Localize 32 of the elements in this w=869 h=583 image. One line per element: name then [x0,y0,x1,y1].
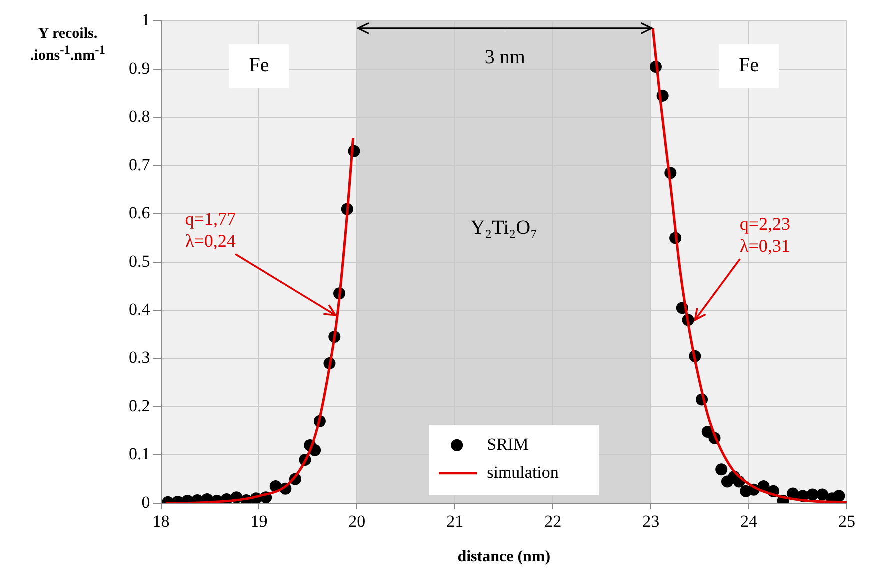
x-axis-title: distance (nm) [458,548,551,566]
y-tick-label: 0.9 [129,58,150,78]
x-tick-label: 23 [642,512,660,532]
legend-label: simulation [487,462,560,482]
x-tick-label: 25 [838,512,856,532]
x-tick-label: 20 [348,512,366,532]
band-label: Fe [739,54,760,76]
y-tick-label: 0.3 [129,348,150,368]
y-tick-label: 0.8 [129,107,150,126]
legend-label: SRIM [487,434,529,454]
y-tick-label: 1 [142,10,150,30]
y-tick-label: 0.6 [129,204,150,223]
y-axis-title: Y recoils. .ions$^{-1}$.nm$^{-1}$ [29,26,107,65]
y-tick-label: 0.7 [129,155,151,174]
band-label: Y₂Ti₂O₇ [470,216,538,239]
y-tick-label: 0.4 [129,300,151,319]
annotation: 3 nm [484,46,526,69]
point [716,464,728,476]
y-tick-label: 0 [142,492,150,512]
y-tick-label: 0.1 [129,444,150,464]
x-tick-label: 22 [544,512,562,532]
x-tick-label: 19 [250,512,268,532]
band-label: Fe [249,54,270,76]
annotation: q=2,23 λ=0,31 [740,214,790,256]
annotation: q=1,77 λ=0,24 [185,209,236,252]
point [833,490,846,502]
x-tick-label: 21 [446,512,464,532]
y-tick-label: 0.2 [129,396,150,416]
x-tick-label: 18 [152,512,170,532]
y-tick-label: 0.5 [129,252,150,271]
point [816,488,829,501]
x-tick-label: 24 [740,512,758,532]
